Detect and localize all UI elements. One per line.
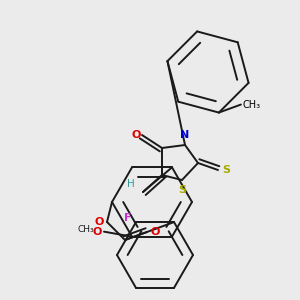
Text: S: S [178,185,186,195]
Text: O: O [93,226,102,237]
Text: F: F [124,213,132,223]
Text: CH₃: CH₃ [243,100,261,110]
Text: O: O [94,217,104,227]
Text: CH₃: CH₃ [78,225,94,234]
Text: O: O [131,130,141,140]
Text: H: H [127,179,135,189]
Text: S: S [222,165,230,175]
Text: N: N [180,130,190,140]
Text: O: O [150,227,160,237]
